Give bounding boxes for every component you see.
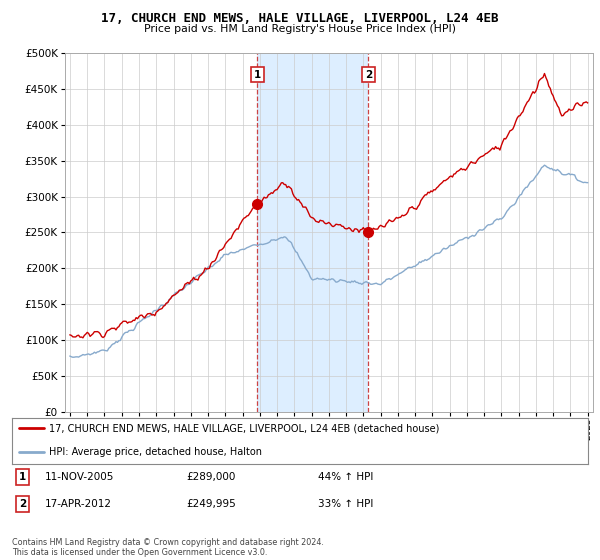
Text: 33% ↑ HPI: 33% ↑ HPI <box>318 499 373 509</box>
Text: 44% ↑ HPI: 44% ↑ HPI <box>318 472 373 482</box>
Text: HPI: Average price, detached house, Halton: HPI: Average price, detached house, Halt… <box>49 447 262 457</box>
Text: 17-APR-2012: 17-APR-2012 <box>45 499 112 509</box>
Text: 11-NOV-2005: 11-NOV-2005 <box>45 472 115 482</box>
Bar <box>257 53 368 412</box>
Text: 2: 2 <box>365 69 372 80</box>
Text: Price paid vs. HM Land Registry's House Price Index (HPI): Price paid vs. HM Land Registry's House … <box>144 24 456 34</box>
Text: 1: 1 <box>19 472 26 482</box>
Text: Contains HM Land Registry data © Crown copyright and database right 2024.
This d: Contains HM Land Registry data © Crown c… <box>12 538 324 557</box>
Text: 17, CHURCH END MEWS, HALE VILLAGE, LIVERPOOL, L24 4EB: 17, CHURCH END MEWS, HALE VILLAGE, LIVER… <box>101 12 499 25</box>
Text: 2: 2 <box>19 499 26 509</box>
Text: 17, CHURCH END MEWS, HALE VILLAGE, LIVERPOOL, L24 4EB (detached house): 17, CHURCH END MEWS, HALE VILLAGE, LIVER… <box>49 423 440 433</box>
Text: 1: 1 <box>254 69 261 80</box>
Text: £289,000: £289,000 <box>186 472 235 482</box>
Text: £249,995: £249,995 <box>186 499 236 509</box>
